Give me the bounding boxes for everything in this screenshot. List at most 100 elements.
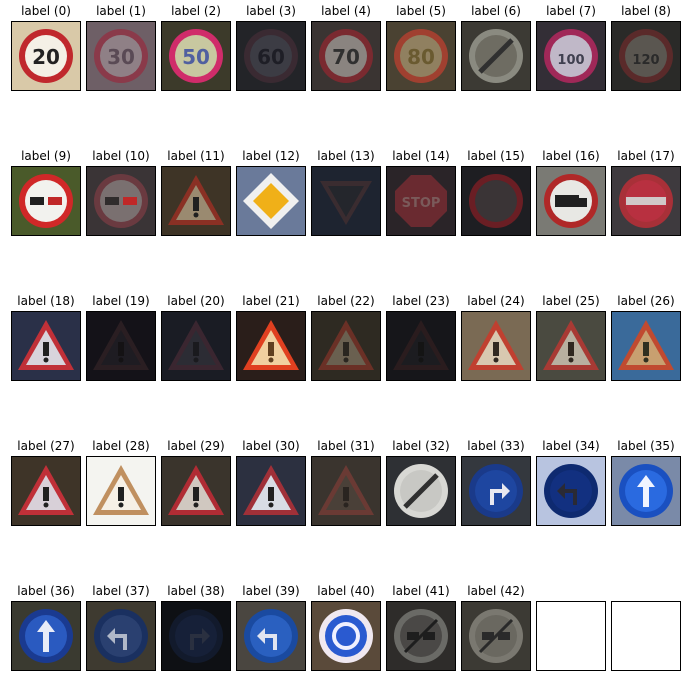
sign-image [611,601,681,671]
thumbnail-label: label (5) [396,4,446,18]
thumbnail-label: label (1) [96,4,146,18]
traffic-sign-icon: 60 [237,22,305,90]
traffic-sign-icon [462,22,530,90]
thumbnail-label: label (29) [167,439,225,453]
sign-image [11,456,81,526]
thumbnail-label: label (28) [92,439,150,453]
traffic-sign-icon: 120 [612,22,680,90]
svg-text:120: 120 [632,53,659,68]
sign-image [536,166,606,236]
traffic-sign-icon: 100 [537,22,605,90]
traffic-sign-icon [387,457,455,525]
traffic-sign-icon [312,602,380,670]
sign-image [236,601,306,671]
traffic-sign-icon [387,602,455,670]
thumbnail-label: label (6) [471,4,521,18]
traffic-sign-icon [237,312,305,380]
sign-image [611,456,681,526]
traffic-sign-icon: 30 [87,22,155,90]
thumbnail-label: label (42) [467,584,525,598]
traffic-sign-icon [162,602,230,670]
thumbnail-label: label (39) [242,584,300,598]
thumbnail-label: label (2) [171,4,221,18]
traffic-sign-icon [87,602,155,670]
sign-image: 30 [86,21,156,91]
sign-image [461,601,531,671]
thumbnail-label: label (0) [21,4,71,18]
svg-text:80: 80 [407,45,435,69]
thumbnail-label: label (10) [92,149,150,163]
sign-image [236,166,306,236]
sign-image [86,456,156,526]
traffic-sign-icon [12,167,80,235]
sign-image [461,456,531,526]
thumbnail-label: label (32) [392,439,450,453]
thumbnail-label: label (20) [167,294,225,308]
traffic-sign-icon [87,457,155,525]
sign-image [311,601,381,671]
thumbnail-label: label (19) [92,294,150,308]
thumbnail-label: label (37) [92,584,150,598]
thumbnail-label: label (24) [467,294,525,308]
sign-image [311,311,381,381]
sign-image: 100 [536,21,606,91]
sign-image [236,456,306,526]
thumbnail-label: label (3) [246,4,296,18]
thumbnail-label: label (22) [317,294,375,308]
traffic-sign-icon [162,167,230,235]
sign-image [11,601,81,671]
svg-text:70: 70 [332,45,360,69]
sign-image [386,456,456,526]
traffic-sign-icon [87,167,155,235]
sign-image [161,311,231,381]
thumbnail-label: label (41) [392,584,450,598]
sign-image: 60 [236,21,306,91]
sign-image [11,166,81,236]
svg-text:100: 100 [557,53,584,68]
traffic-sign-icon [237,602,305,670]
sign-image [461,311,531,381]
thumbnail-label: label (36) [17,584,75,598]
traffic-sign-icon [462,312,530,380]
sign-image: 80 [386,21,456,91]
traffic-sign-icon [537,457,605,525]
traffic-sign-icon [12,457,80,525]
traffic-sign-icon: 70 [312,22,380,90]
traffic-sign-icon [462,167,530,235]
sign-image [86,601,156,671]
thumbnail-label: label (30) [242,439,300,453]
sign-image: 70 [311,21,381,91]
traffic-sign-icon [237,457,305,525]
sign-image [86,311,156,381]
thumbnail-label: label (26) [617,294,675,308]
svg-text:50: 50 [182,45,210,69]
thumbnail-label: label (16) [542,149,600,163]
thumbnail-label: label (35) [617,439,675,453]
thumbnail-label: label (17) [617,149,675,163]
traffic-sign-icon [387,312,455,380]
sign-image: 50 [161,21,231,91]
traffic-sign-icon: STOP [387,167,455,235]
thumbnail-label: label (11) [167,149,225,163]
thumbnail-label: label (34) [542,439,600,453]
sign-image [461,166,531,236]
traffic-sign-icon [612,167,680,235]
sign-image: STOP [386,166,456,236]
traffic-sign-icon [162,312,230,380]
traffic-sign-icon: 50 [162,22,230,90]
traffic-sign-icon [312,312,380,380]
traffic-sign-icon [537,312,605,380]
traffic-sign-icon [312,457,380,525]
sign-image [611,166,681,236]
sign-image [86,166,156,236]
traffic-sign-icon [12,602,80,670]
thumbnail-label: label (15) [467,149,525,163]
thumbnail-label: label (40) [317,584,375,598]
traffic-sign-icon [462,602,530,670]
thumbnail-label: label (8) [621,4,671,18]
traffic-sign-icon: 80 [387,22,455,90]
thumbnail-label: label (14) [392,149,450,163]
svg-text:20: 20 [32,45,60,69]
svg-text:30: 30 [107,45,135,69]
traffic-sign-icon [87,312,155,380]
